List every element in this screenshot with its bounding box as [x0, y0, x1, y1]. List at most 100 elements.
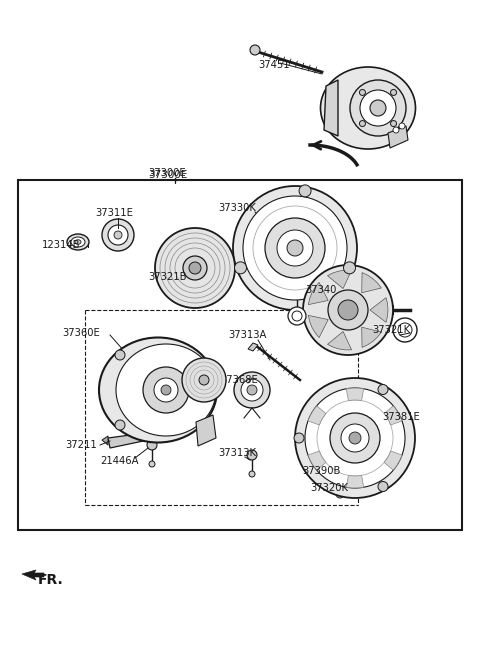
Text: 37381E: 37381E	[382, 412, 420, 422]
Circle shape	[115, 420, 125, 430]
Circle shape	[234, 372, 270, 408]
Circle shape	[102, 219, 134, 251]
Circle shape	[154, 378, 178, 402]
Text: 37300E: 37300E	[148, 168, 186, 178]
Circle shape	[115, 350, 125, 360]
Text: 37311E: 37311E	[95, 208, 133, 218]
Polygon shape	[384, 406, 402, 425]
Circle shape	[147, 440, 157, 450]
Text: 37321B: 37321B	[148, 272, 187, 282]
Text: 37451: 37451	[258, 60, 289, 70]
Text: 37360E: 37360E	[62, 328, 100, 338]
Text: 37313K: 37313K	[218, 448, 256, 458]
Polygon shape	[308, 282, 328, 305]
Circle shape	[243, 196, 347, 300]
Circle shape	[241, 379, 263, 401]
Polygon shape	[346, 388, 364, 400]
Circle shape	[378, 482, 388, 491]
Circle shape	[338, 300, 358, 320]
Polygon shape	[384, 451, 402, 470]
Polygon shape	[108, 433, 148, 448]
Circle shape	[108, 225, 128, 245]
Circle shape	[330, 413, 380, 463]
Circle shape	[198, 423, 208, 433]
Text: 37321K: 37321K	[372, 325, 410, 335]
Circle shape	[391, 120, 396, 127]
Circle shape	[143, 367, 189, 413]
Polygon shape	[22, 570, 44, 580]
Ellipse shape	[75, 240, 81, 244]
Polygon shape	[327, 270, 351, 289]
Text: FR.: FR.	[38, 573, 64, 587]
Polygon shape	[248, 343, 258, 351]
Polygon shape	[362, 327, 382, 348]
Circle shape	[149, 461, 155, 467]
Polygon shape	[346, 475, 364, 488]
Text: 37340: 37340	[305, 285, 336, 295]
Circle shape	[303, 265, 393, 355]
Circle shape	[335, 471, 345, 481]
Polygon shape	[370, 298, 388, 322]
Circle shape	[349, 432, 361, 444]
Circle shape	[247, 450, 257, 460]
Circle shape	[199, 375, 209, 385]
Circle shape	[370, 100, 386, 116]
Circle shape	[399, 123, 405, 129]
Ellipse shape	[116, 344, 216, 436]
Polygon shape	[388, 126, 408, 148]
Circle shape	[235, 262, 247, 274]
Circle shape	[233, 186, 357, 310]
Circle shape	[288, 307, 306, 325]
Ellipse shape	[67, 234, 89, 250]
Text: 37320K: 37320K	[310, 483, 348, 493]
Circle shape	[155, 228, 235, 308]
Polygon shape	[102, 436, 108, 445]
Circle shape	[287, 240, 303, 256]
Text: 37313A: 37313A	[228, 330, 266, 340]
Circle shape	[391, 90, 396, 96]
Circle shape	[341, 424, 369, 452]
Circle shape	[249, 471, 255, 477]
Circle shape	[305, 388, 405, 488]
Ellipse shape	[125, 345, 155, 435]
Polygon shape	[362, 272, 382, 292]
Text: 37300E: 37300E	[148, 170, 187, 180]
Circle shape	[378, 385, 388, 395]
Circle shape	[182, 358, 226, 402]
Circle shape	[114, 231, 122, 239]
Circle shape	[360, 120, 365, 127]
Circle shape	[265, 218, 325, 278]
Text: 37330K: 37330K	[218, 203, 256, 213]
Text: 37368E: 37368E	[220, 375, 258, 385]
Circle shape	[277, 230, 313, 266]
Circle shape	[350, 80, 406, 136]
Circle shape	[393, 127, 399, 133]
Circle shape	[183, 256, 207, 280]
Circle shape	[294, 433, 304, 443]
Circle shape	[393, 318, 417, 342]
Text: 21446A: 21446A	[100, 456, 139, 466]
Circle shape	[189, 262, 201, 274]
Ellipse shape	[99, 337, 217, 443]
Ellipse shape	[371, 88, 393, 128]
Ellipse shape	[321, 67, 416, 149]
Text: 37390B: 37390B	[302, 466, 340, 476]
Text: 12314B: 12314B	[42, 240, 81, 250]
Circle shape	[161, 385, 171, 395]
Circle shape	[250, 45, 260, 55]
Circle shape	[336, 490, 344, 498]
Polygon shape	[196, 415, 216, 446]
Polygon shape	[308, 315, 328, 337]
Circle shape	[344, 262, 356, 274]
Circle shape	[328, 290, 368, 330]
Circle shape	[299, 185, 311, 197]
Circle shape	[360, 90, 365, 96]
Polygon shape	[308, 451, 326, 470]
Circle shape	[360, 90, 396, 126]
Bar	[18, 180, 462, 530]
Polygon shape	[327, 332, 351, 350]
Polygon shape	[324, 80, 338, 136]
Circle shape	[385, 423, 395, 433]
Ellipse shape	[71, 237, 85, 247]
Circle shape	[247, 385, 257, 395]
